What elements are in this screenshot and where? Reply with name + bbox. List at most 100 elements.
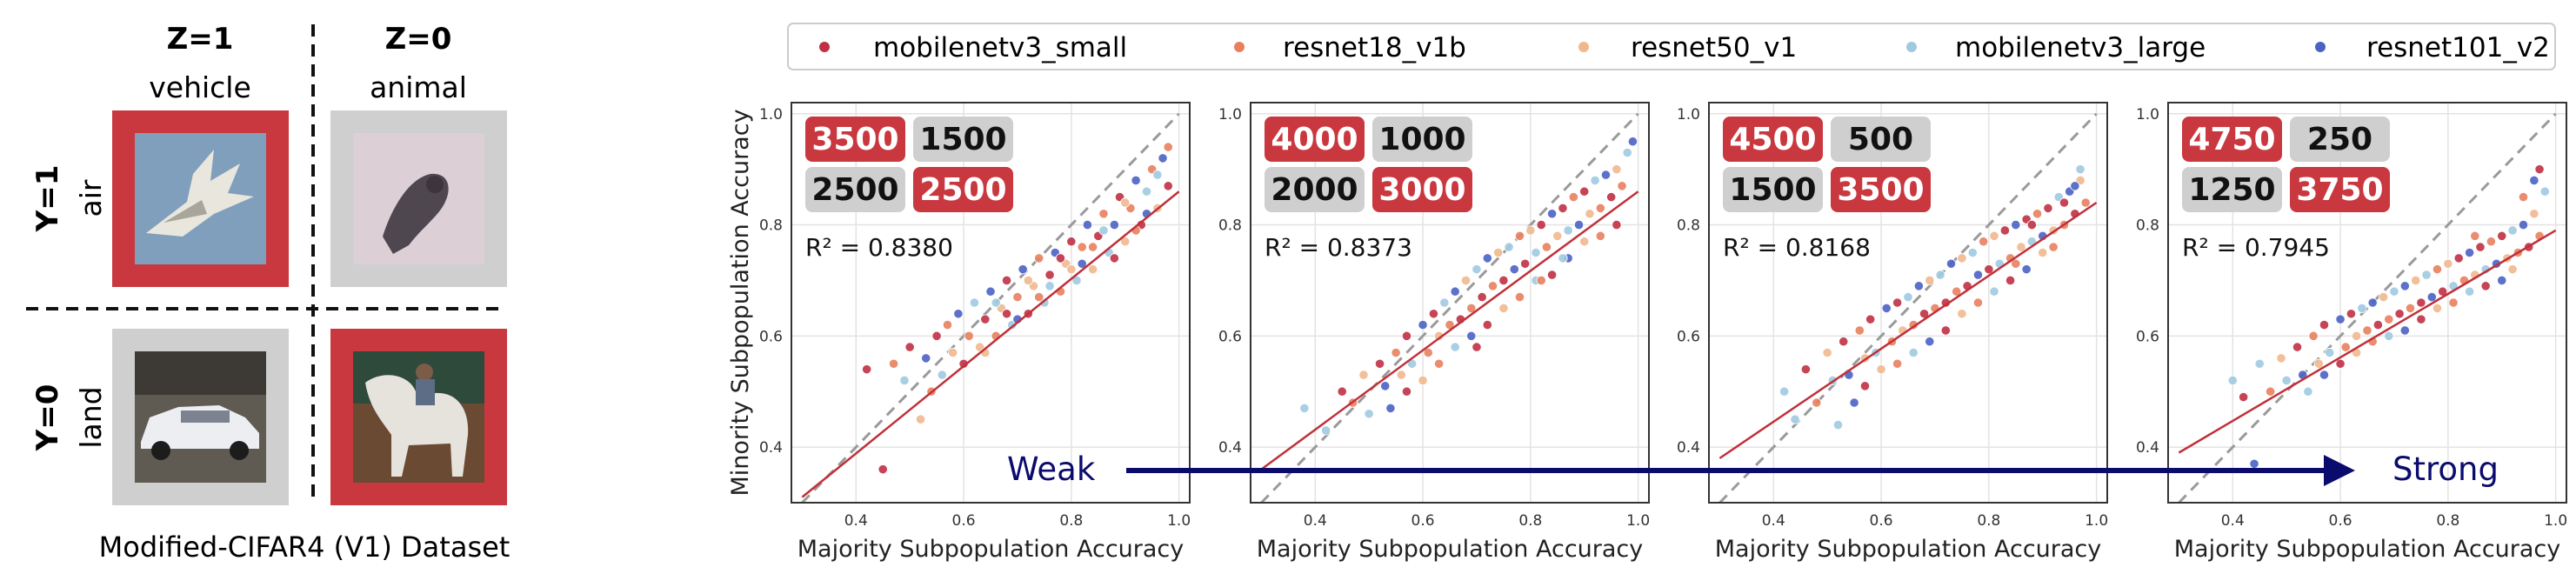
y-tick-label: 0.4	[1677, 439, 1700, 457]
x-tick-label: 1.0	[2085, 512, 2108, 530]
data-point-resnet101-v2	[1600, 170, 1612, 180]
data-point-resnet50-v1	[2276, 353, 2286, 364]
row-header-air: air	[74, 179, 108, 217]
data-point-mobilenetv3-small	[2480, 281, 2491, 291]
count-badge-bg	[2290, 167, 2390, 212]
data-point-resnet18-v1b	[1163, 142, 1173, 152]
x-tick-label: 0.4	[2221, 512, 2245, 530]
y-tick-label: 0.6	[1218, 328, 1242, 345]
data-point-mobilenetv3-large	[2303, 386, 2313, 397]
data-point-mobilenetv3-small	[2335, 358, 2346, 369]
data-point-mobilenetv3-small	[1859, 381, 1871, 391]
data-point-resnet18-v1b	[1812, 397, 1822, 408]
data-point-resnet50-v1	[2313, 358, 2324, 369]
y-axis-label: Minority Subpopulation Accuracy	[727, 109, 754, 496]
y-tick-label: 0.4	[2136, 439, 2159, 457]
fit-line	[2178, 229, 2557, 454]
data-point-mobilenetv3-large	[1450, 342, 1460, 352]
data-point-mobilenetv3-large	[1989, 286, 1999, 297]
x-axis-label: Majority Subpopulation Accuracy	[1715, 536, 2102, 563]
row-header-y1: Y=1	[30, 165, 65, 233]
data-point-resnet18-v1b	[1854, 325, 1865, 336]
axes-frame	[1708, 102, 2108, 504]
data-point-mobilenetv3-large	[1098, 225, 1109, 236]
data-point-mobilenetv3-small	[1498, 275, 1509, 286]
data-point-resnet50-v1	[1552, 230, 1563, 241]
data-point-mobilenetv3-small	[1606, 192, 1617, 203]
y-tick-label: 0.6	[2136, 328, 2159, 345]
data-point-resnet101-v2	[1385, 403, 1396, 413]
data-point-resnet101-v2	[953, 309, 964, 319]
data-point-resnet50-v1	[948, 347, 958, 358]
data-point-resnet18-v1b	[888, 358, 899, 369]
data-point-mobilenetv3-small	[2372, 319, 2383, 330]
legend-label: resnet50_v1	[1631, 32, 1797, 63]
data-point-mobilenetv3-small	[2059, 197, 2070, 208]
legend-label: resnet101_v2	[2366, 32, 2550, 63]
data-point-mobilenetv3-small	[1612, 219, 1622, 230]
data-point-mobilenetv3-small	[2239, 392, 2249, 403]
data-point-mobilenetv3-small	[1374, 358, 1385, 369]
count-badge-bottom-right: 3750	[2296, 172, 2383, 208]
data-point-mobilenetv3-small	[1044, 270, 1055, 280]
data-point-resnet18-v1b	[1617, 181, 1627, 191]
data-point-mobilenetv3-small	[2497, 230, 2507, 241]
data-point-mobilenetv3-small	[2043, 203, 2053, 213]
y-tick-label: 1.0	[1677, 106, 1700, 123]
data-point-mobilenetv3-small	[1546, 270, 1558, 280]
data-point-resnet101-v2	[2518, 219, 2529, 230]
data-point-mobilenetv3-large	[991, 297, 1001, 308]
data-point-mobilenetv3-large	[969, 297, 980, 308]
data-point-resnet18-v1b	[2384, 314, 2394, 324]
row-header-y0: Y=0	[30, 384, 65, 452]
data-point-resnet18-v1b	[1514, 292, 1525, 303]
data-point-resnet101-v2	[1849, 397, 1859, 408]
data-point-mobilenetv3-large	[2464, 286, 2475, 297]
count-badge-top-left: 3500	[811, 122, 898, 157]
data-point-mobilenetv3-large	[2389, 286, 2399, 297]
data-point-resnet50-v1	[1579, 237, 1590, 247]
count-badge-top-right: 250	[2307, 122, 2372, 157]
legend-marker	[1578, 42, 1589, 52]
data-point-resnet18-v1b	[2432, 264, 2443, 275]
legend-marker	[2315, 42, 2326, 52]
data-point-resnet50-v1	[1418, 375, 1428, 386]
data-point-resnet18-v1b	[2518, 192, 2529, 203]
data-point-resnet18-v1b	[1595, 230, 1605, 241]
x-axis-label: Majority Subpopulation Accuracy	[1257, 536, 1644, 563]
data-point-resnet18-v1b	[2448, 297, 2459, 308]
legend: mobilenetv3_small resnet18_v1b resnet50_…	[787, 23, 2556, 70]
data-point-mobilenetv3-small	[2292, 342, 2303, 352]
data-point-resnet101-v2	[1913, 281, 1924, 291]
data-point-mobilenetv3-small	[1477, 292, 1487, 303]
count-badge-bg	[1372, 167, 1472, 212]
data-point-mobilenetv3-large	[1590, 175, 1600, 186]
data-point-mobilenetv3-small	[1001, 275, 1012, 286]
data-point-resnet18-v1b	[1972, 297, 1984, 308]
data-point-mobilenetv3-small	[1428, 309, 1439, 319]
data-point-resnet18-v1b	[2340, 342, 2351, 352]
data-point-resnet18-v1b	[2362, 325, 2372, 336]
data-point-resnet18-v1b	[1012, 292, 1023, 303]
data-point-resnet18-v1b	[2032, 209, 2043, 219]
data-point-resnet18-v1b	[1487, 281, 1498, 291]
data-point-resnet50-v1	[2443, 258, 2453, 269]
axes-frame	[791, 102, 1191, 504]
data-point-mobilenetv3-small	[2319, 319, 2330, 330]
data-point-mobilenetv3-large	[2254, 358, 2265, 369]
data-point-resnet101-v2	[2399, 281, 2410, 291]
data-point-resnet18-v1b	[1568, 192, 1578, 203]
col-header-vehicle: vehicle	[149, 70, 251, 104]
data-point-mobilenetv3-small	[980, 314, 991, 324]
axes-frame	[2167, 102, 2567, 504]
data-point-resnet101-v2	[1627, 137, 1638, 147]
legend-marker	[819, 42, 830, 52]
data-point-mobilenetv3-large	[2281, 375, 2292, 386]
data-point-resnet50-v1	[2038, 247, 2048, 258]
x-tick-label: 0.4	[844, 512, 868, 530]
data-point-mobilenetv3-small	[862, 364, 872, 375]
y-tick-label: 0.8	[759, 217, 783, 235]
data-point-resnet18-v1b	[2011, 258, 2021, 269]
scatter-panel-2: 0.4 0.6 0.8 1.0 0.4 0.6 0.8 1.0 4000 1000 2000 3000…	[1218, 102, 1650, 563]
x-tick-label: 0.4	[1304, 512, 1327, 530]
